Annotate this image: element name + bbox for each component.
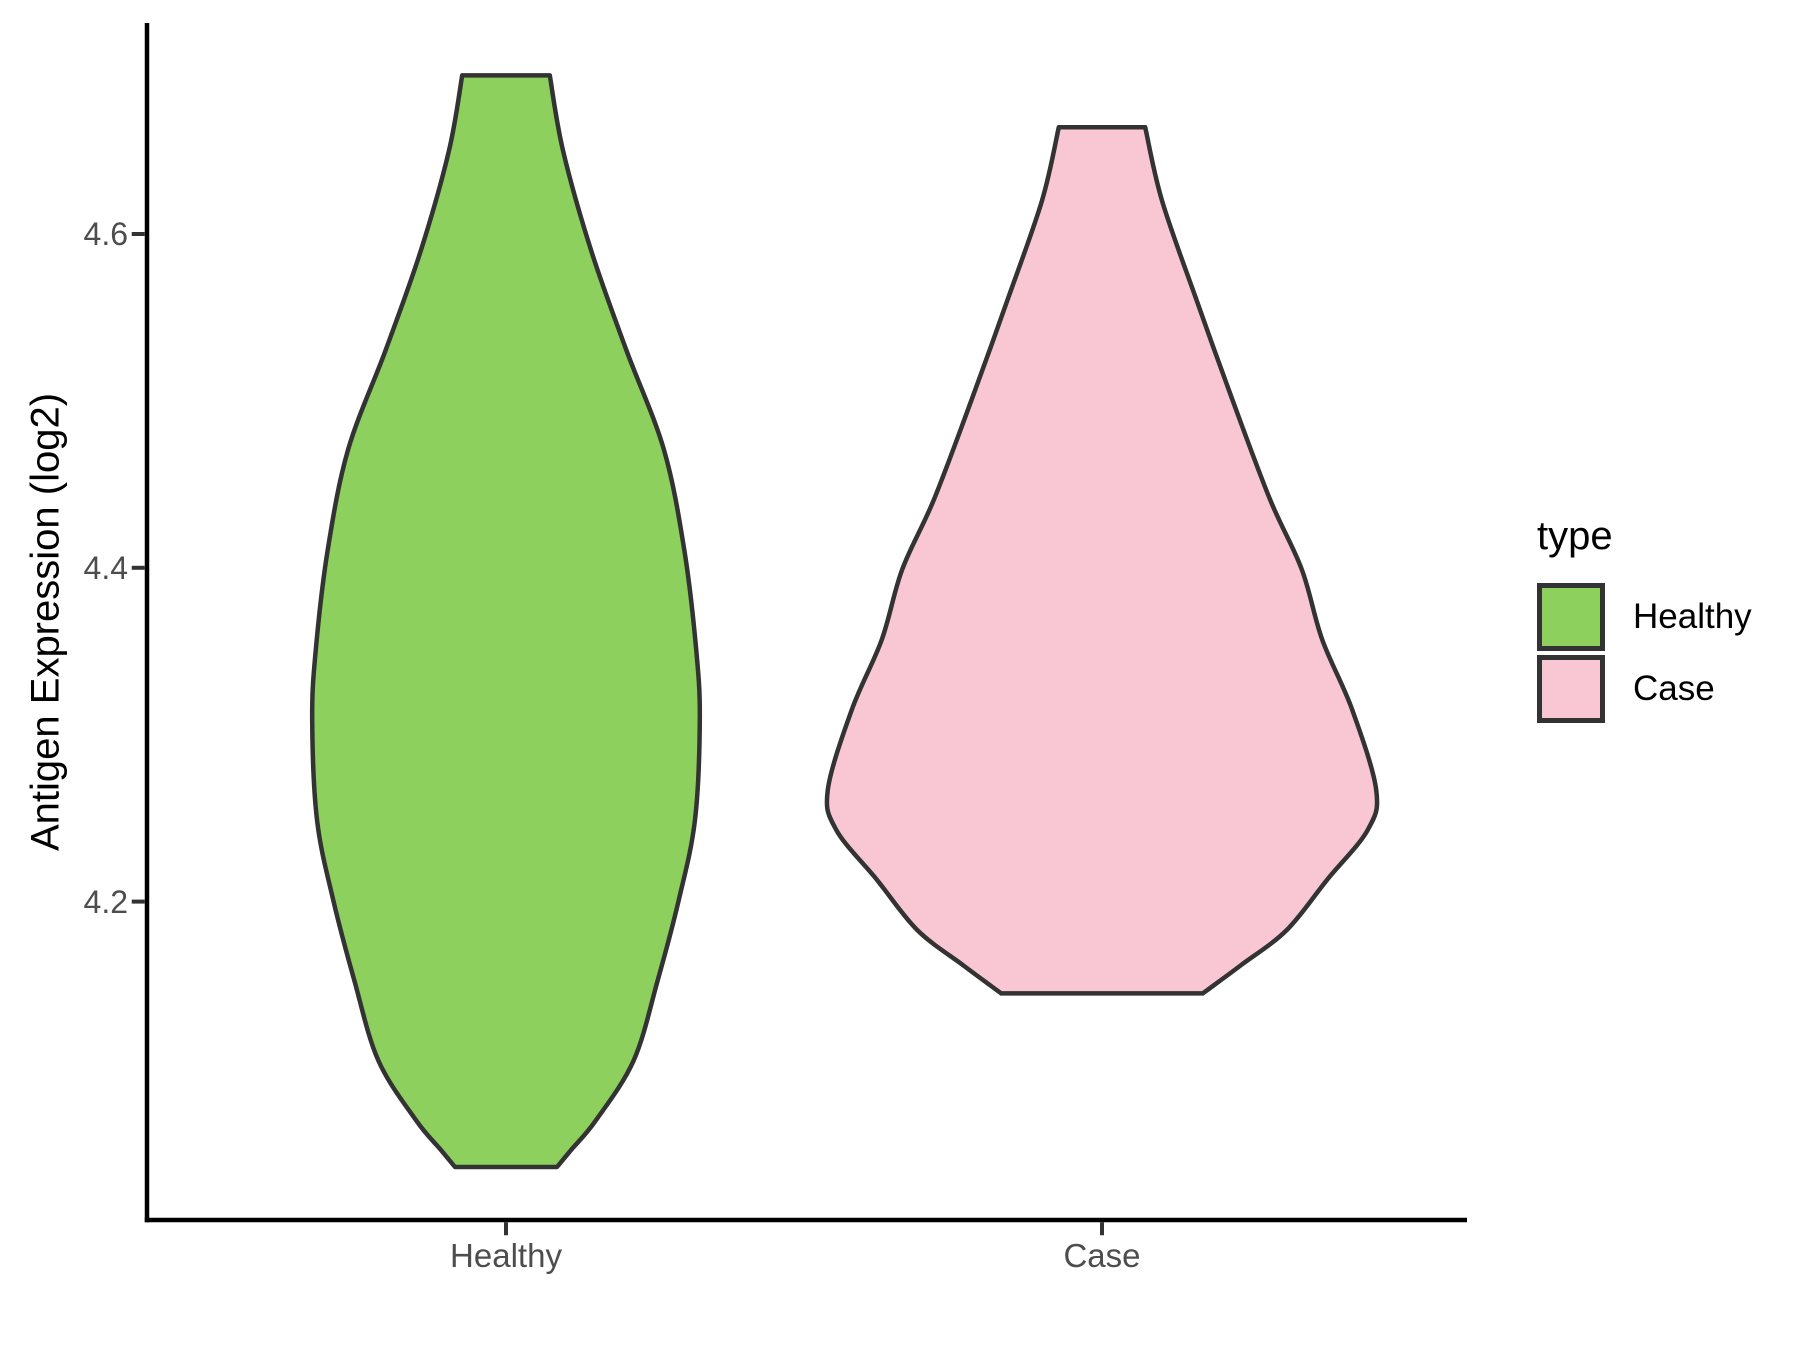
legend-entries: Healthy Case <box>1537 583 1752 723</box>
legend-title: type <box>1537 514 1613 558</box>
y-tick-label: 4.2 <box>83 883 128 920</box>
legend-swatch-icon <box>1537 583 1605 651</box>
legend-label: Healthy <box>1633 597 1752 636</box>
x-tick-label-healthy: Healthy <box>450 1237 562 1274</box>
x-tick-label-case: Case <box>1063 1237 1141 1274</box>
violin-healthy <box>309 73 703 1170</box>
legend-entry-case: Case <box>1537 655 1752 723</box>
legend: type Healthy Case <box>1537 512 1752 723</box>
legend-entry-healthy: Healthy <box>1537 583 1752 651</box>
legend-swatch-icon <box>1537 655 1605 723</box>
y-tick-label: 4.6 <box>83 216 128 252</box>
violin-case <box>824 124 1380 996</box>
y-tick-label: 4.4 <box>83 549 128 586</box>
y-axis-title: Antigen Expression (log2) <box>23 392 68 852</box>
legend-label: Case <box>1633 669 1715 708</box>
